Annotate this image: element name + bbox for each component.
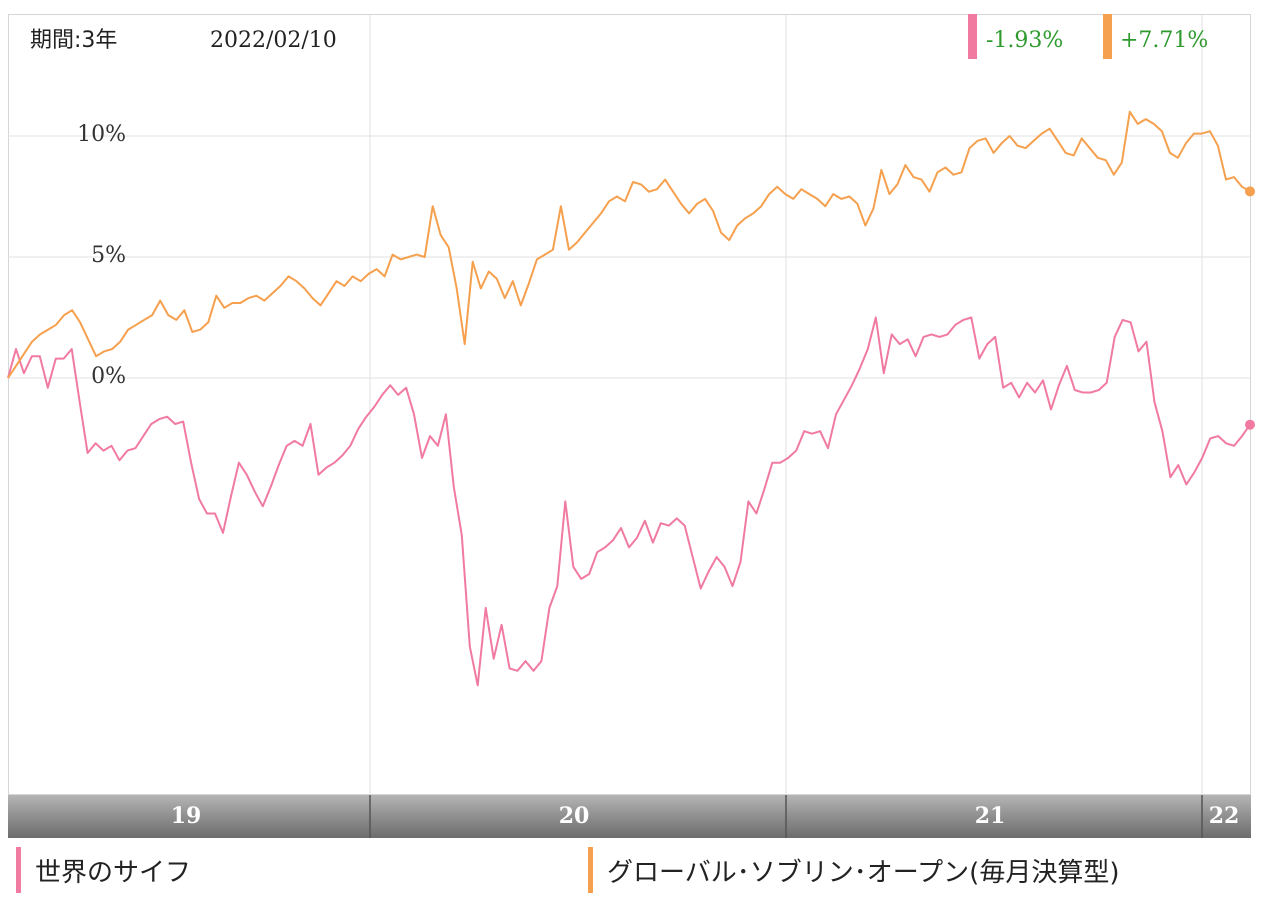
y-tick-label: 10% [77, 122, 126, 147]
series-line-0 [7, 316, 1251, 687]
series-endpoint-1 [1245, 186, 1255, 197]
x-tick-labels: 19 20 21 22 [171, 803, 1240, 829]
legend-swatch-orange [588, 847, 593, 893]
legend-item-sekai-no-saifu: 世界のサイフ [16, 846, 191, 894]
y-tick-labels: 10% 5% 0% [77, 122, 126, 389]
y-tick-label: 5% [91, 243, 126, 268]
return-value-orange: +7.71% [1120, 28, 1208, 53]
legend-swatch-pink [16, 847, 21, 893]
x-tick-label-19: 19 [171, 803, 202, 829]
return-marker-pink [968, 14, 977, 59]
x-axis-band [8, 795, 1251, 838]
y-tick-label: 0% [91, 364, 126, 389]
series-line-1 [7, 110, 1251, 379]
x-tick-label-21: 21 [975, 803, 1006, 829]
plot-frame [8, 14, 1251, 795]
x-axis-band-background [8, 795, 1251, 838]
x-tick-label-20: 20 [559, 803, 590, 829]
grid-layer [8, 15, 1250, 794]
series-layer [7, 110, 1255, 687]
legend-item-global-sovereign-open: グローバル･ソブリン･オープン(毎月決算型) [588, 846, 1119, 894]
legend-label: 世界のサイフ [35, 857, 192, 888]
x-tick-label-22: 22 [1209, 803, 1240, 829]
period-label: 期間:3年 [30, 28, 117, 53]
series-endpoint-0 [1245, 419, 1255, 430]
return-value-pink: -1.93% [986, 28, 1063, 53]
legend-label: グローバル･ソブリン･オープン(毎月決算型) [607, 857, 1120, 888]
date-label: 2022/02/10 [210, 28, 337, 53]
return-marker-orange [1103, 14, 1112, 59]
